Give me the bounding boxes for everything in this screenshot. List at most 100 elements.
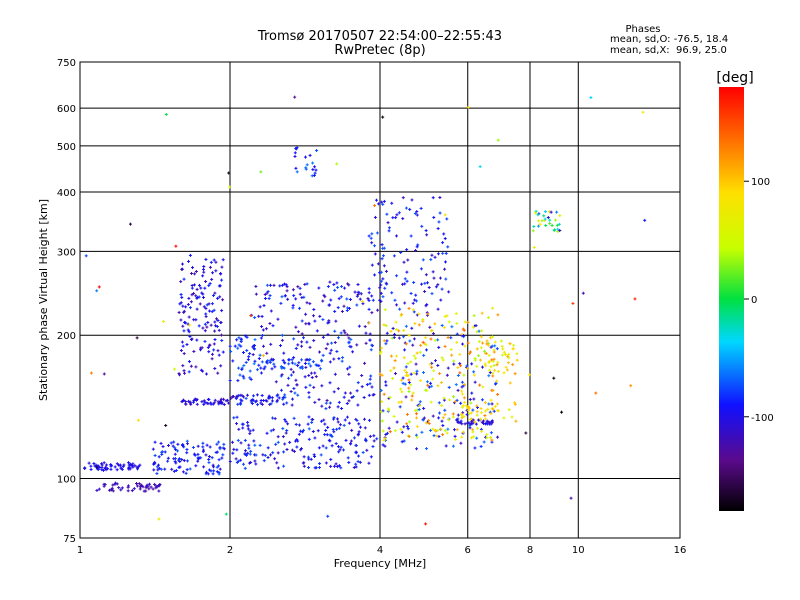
data-point — [293, 95, 297, 99]
data-point — [360, 385, 364, 389]
x-tick-label: 8 — [527, 545, 533, 556]
data-point — [508, 381, 512, 385]
y-tick-label: 750 — [57, 58, 76, 69]
data-point — [443, 314, 447, 318]
data-point — [508, 342, 512, 346]
data-point — [460, 416, 464, 420]
data-point — [507, 356, 511, 360]
data-point — [287, 376, 291, 380]
data-point — [415, 372, 419, 376]
data-point — [296, 364, 300, 368]
data-point — [205, 325, 209, 329]
data-point — [558, 214, 562, 218]
data-point — [397, 336, 401, 340]
data-point — [492, 350, 496, 354]
data-point — [367, 307, 371, 311]
data-point — [394, 327, 398, 331]
y-tick-label: 200 — [57, 331, 76, 342]
data-point — [180, 267, 184, 271]
data-point — [359, 292, 363, 296]
data-point — [491, 407, 495, 411]
data-point — [493, 368, 497, 372]
data-point — [414, 293, 418, 297]
data-point — [296, 393, 300, 397]
data-point — [308, 383, 312, 387]
data-point — [328, 351, 332, 355]
data-point — [411, 343, 415, 347]
data-point — [266, 290, 270, 294]
data-point — [329, 464, 333, 468]
data-point — [235, 460, 239, 464]
data-point — [411, 391, 415, 395]
data-point — [243, 449, 247, 453]
data-point — [452, 395, 456, 399]
data-point — [333, 372, 337, 376]
data-point — [367, 234, 371, 238]
data-point — [294, 378, 298, 382]
data-point — [373, 204, 377, 208]
data-point — [436, 252, 440, 256]
data-point — [473, 420, 477, 424]
data-point — [400, 390, 404, 394]
data-point — [463, 422, 467, 426]
data-point — [291, 306, 295, 310]
data-point — [161, 445, 165, 449]
data-point — [296, 343, 300, 347]
data-point — [485, 433, 489, 437]
data-point — [352, 466, 356, 470]
data-point — [473, 380, 477, 384]
data-point — [284, 420, 288, 424]
data-point — [174, 468, 178, 472]
data-point — [97, 285, 101, 289]
data-point — [339, 445, 343, 449]
data-point — [295, 383, 299, 387]
data-point — [304, 322, 308, 326]
data-point — [163, 450, 167, 454]
data-point — [354, 417, 358, 421]
data-point — [312, 339, 316, 343]
data-point — [219, 271, 223, 275]
data-point — [187, 259, 191, 263]
data-point — [179, 293, 183, 297]
data-point — [643, 218, 647, 222]
data-point — [318, 462, 322, 466]
data-point — [380, 400, 384, 404]
data-point — [297, 361, 301, 365]
data-point — [251, 353, 255, 357]
data-point — [421, 340, 425, 344]
data-point — [207, 343, 211, 347]
data-point — [437, 345, 441, 349]
data-point — [187, 370, 191, 374]
data-point — [347, 399, 351, 403]
data-point — [326, 425, 330, 429]
data-point — [474, 422, 478, 426]
data-point — [192, 291, 196, 295]
x-tick-label: 2 — [227, 545, 233, 556]
data-point — [455, 340, 459, 344]
data-point — [478, 165, 482, 169]
data-point — [387, 408, 391, 412]
data-point — [501, 353, 505, 357]
data-point — [267, 297, 271, 301]
data-point — [432, 215, 436, 219]
data-point — [188, 467, 192, 471]
data-point — [405, 412, 409, 416]
data-point — [475, 347, 479, 351]
data-point — [250, 402, 254, 406]
data-point — [199, 286, 203, 290]
data-point — [117, 486, 121, 490]
data-point — [265, 431, 269, 435]
data-point — [108, 488, 112, 492]
data-point — [237, 336, 241, 340]
data-point — [466, 408, 470, 412]
data-point — [310, 420, 314, 424]
data-point — [453, 434, 457, 438]
data-point — [424, 522, 428, 526]
data-point — [524, 431, 528, 435]
data-point — [347, 460, 351, 464]
data-point — [262, 459, 266, 463]
data-point — [204, 312, 208, 316]
data-point — [332, 357, 336, 361]
data-point — [322, 418, 326, 422]
data-point — [469, 401, 473, 405]
